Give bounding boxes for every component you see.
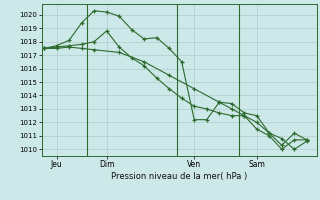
X-axis label: Pression niveau de la mer( hPa ): Pression niveau de la mer( hPa ) xyxy=(111,172,247,181)
